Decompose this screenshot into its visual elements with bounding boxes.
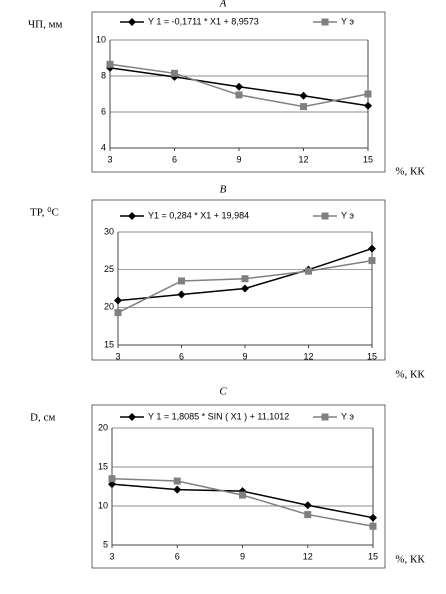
x-tick-label: 12 [298, 154, 308, 164]
data-point [305, 267, 312, 275]
data-point [364, 90, 372, 98]
data-point [368, 257, 376, 265]
x-tick-label: 15 [368, 551, 378, 561]
chart-frame [91, 404, 386, 569]
y-tick-label: 8 [101, 70, 106, 80]
chart-title: B [220, 184, 227, 196]
data-point [177, 290, 186, 299]
chart-frame [91, 199, 386, 361]
data-point [241, 275, 249, 283]
x-tick-label: 3 [107, 154, 112, 164]
y-tick-label: 20 [98, 422, 108, 432]
data-point [369, 513, 377, 522]
y-tick-label: 5 [103, 539, 108, 549]
y-tick-label: 30 [104, 226, 114, 236]
legend-marker [321, 212, 329, 220]
y-tick-label: 15 [104, 339, 114, 349]
x-tick-label: 6 [175, 551, 180, 561]
y-axis-label: TP, ⁰C [30, 207, 59, 219]
legend-marker [321, 18, 329, 26]
legend-marker [128, 18, 136, 26]
data-point [114, 309, 122, 317]
data-point [235, 82, 243, 91]
x-tick-label: 9 [242, 351, 247, 361]
y-tick-label: 10 [96, 34, 106, 44]
x-tick-label: 9 [236, 154, 241, 164]
x-tick-label: 12 [303, 551, 313, 561]
y-tick-label: 6 [101, 106, 106, 116]
data-point [299, 91, 308, 100]
x-tick-label: 9 [240, 551, 245, 561]
y-axis-label: D, см [30, 412, 55, 424]
data-point [304, 511, 312, 519]
chart-title: A [219, 0, 227, 10]
data-point [114, 296, 122, 305]
chart-title: C [219, 386, 227, 398]
data-point [235, 91, 243, 99]
x-tick-label: 12 [303, 351, 313, 361]
x-tick-label: 15 [363, 154, 373, 164]
legend-label: Y 1 = -0,1711 * X1 + 8,9573 [148, 16, 259, 26]
y-tick-label: 25 [104, 264, 114, 274]
chart-frame [91, 11, 386, 173]
data-point [369, 522, 377, 530]
y-tick-label: 20 [104, 302, 114, 312]
data-point [106, 60, 114, 68]
data-point [171, 69, 178, 77]
data-point [300, 103, 307, 111]
data-point [173, 485, 182, 494]
legend-label: Y э [341, 16, 354, 26]
y-tick-label: 10 [98, 500, 108, 510]
legend-label: Y э [341, 210, 354, 220]
x-axis-label: %, КК [395, 554, 425, 566]
data-point [303, 501, 312, 510]
legend-marker [128, 212, 136, 220]
x-tick-label: 15 [367, 351, 377, 361]
data-point [239, 491, 246, 499]
legend-label: Y1 = 0,284 * X1 + 19,984 [148, 210, 249, 220]
y-axis-label: ЧП, мм [28, 19, 63, 31]
y-tick-label: 4 [101, 142, 106, 152]
data-point [173, 477, 181, 485]
legend-label: Y 1 = 1,8085 * SIN ( X1 ) + 11,1012 [148, 411, 289, 421]
y-tick-label: 15 [98, 461, 108, 471]
x-tick-label: 6 [172, 154, 177, 164]
x-axis-label: %, КК [395, 166, 425, 178]
x-tick-label: 3 [115, 351, 120, 361]
series-line [111, 477, 374, 528]
data-point [241, 284, 249, 293]
x-tick-label: 3 [109, 551, 114, 561]
data-point [368, 244, 376, 253]
legend-label: Y э [341, 411, 354, 421]
x-tick-label: 6 [179, 351, 184, 361]
x-axis-label: %, КК [395, 369, 425, 381]
data-point [178, 277, 185, 285]
series-line [117, 247, 373, 302]
legend-marker [128, 413, 136, 421]
legend-marker [321, 413, 329, 421]
data-point [108, 475, 116, 483]
data-point [364, 101, 372, 110]
